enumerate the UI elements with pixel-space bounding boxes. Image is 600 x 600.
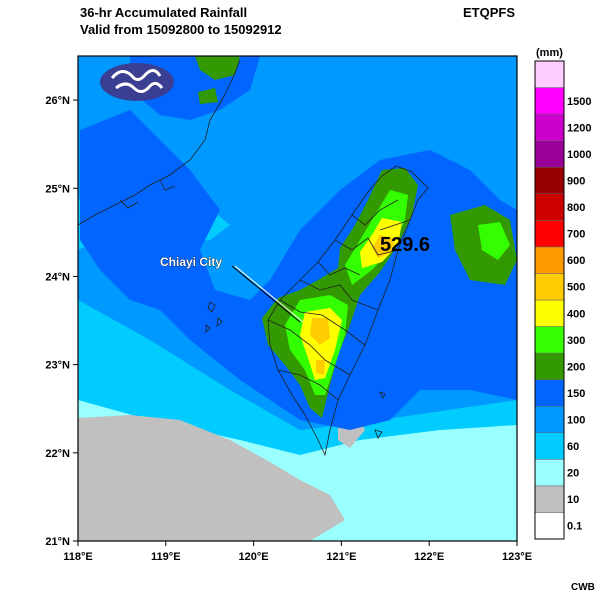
y-tick-label: 23°N (45, 360, 70, 372)
colorbar-swatch (534, 113, 565, 141)
colorbar-swatch (534, 140, 565, 168)
plot-frame (77, 55, 518, 542)
colorbar-label: 0.1 (567, 521, 582, 533)
rain-patch (198, 88, 218, 104)
colorbar-swatch (534, 193, 565, 221)
colorbar-swatch (534, 273, 565, 301)
colorbar-swatch (534, 246, 565, 274)
x-tick-label: 119°E (151, 551, 180, 563)
colorbar-swatch (534, 485, 565, 513)
x-tick-label: 121°E (326, 551, 356, 563)
city-label: Chiayi City (160, 255, 222, 269)
colorbar-label: 200 (567, 361, 585, 373)
y-tick-label: 22°N (45, 448, 70, 460)
colorbar-label: 150 (567, 388, 585, 400)
colorbar-label: 100 (567, 415, 585, 427)
rain-band-10 (78, 415, 345, 541)
rainfall-field (78, 56, 517, 541)
cwb-logo (100, 63, 174, 101)
colorbar-label: 1500 (567, 96, 591, 108)
colorbar-label: 900 (567, 176, 585, 188)
x-axis: 118°E 119°E 120°E 121°E 122°E 123°E (63, 541, 532, 563)
colorbar-swatch (534, 379, 565, 407)
chart-subtitle: Valid from 15092800 to 15092912 (80, 22, 282, 37)
rain-patch (478, 222, 510, 260)
product-name: ETQPFS (463, 5, 516, 20)
colorbar-label: 10 (567, 494, 579, 506)
colorbar-swatch (534, 60, 565, 88)
agency-credit: CWB (571, 582, 595, 593)
y-axis: 21°N 22°N 23°N 24°N 25°N 26°N (45, 95, 78, 548)
colorbar: 0.1 10 20 60 100 150 200 300 400 500 600 700 800 900 1… (534, 60, 591, 540)
x-tick-label: 120°E (239, 551, 269, 563)
colorbar-label: 400 (567, 308, 585, 320)
colorbar-swatch (534, 432, 565, 460)
colorbar-frame (534, 60, 565, 540)
x-tick-label: 123°E (502, 551, 532, 563)
colorbar-label: 500 (567, 282, 585, 294)
colorbar-swatch (534, 512, 565, 540)
x-tick-label: 122°E (414, 551, 444, 563)
y-tick-label: 21°N (45, 536, 70, 548)
colorbar-swatch (534, 459, 565, 487)
max-rainfall-label: 529.6 (380, 234, 430, 256)
colorbar-swatch (534, 220, 565, 248)
colorbar-swatch (534, 299, 565, 327)
rain-band-500-south (310, 318, 330, 345)
colorbar-swatch (534, 405, 565, 434)
colorbar-label: 20 (567, 468, 579, 480)
colorbar-label: 1000 (567, 149, 591, 161)
y-tick-label: 25°N (45, 183, 70, 195)
colorbar-label: 60 (567, 441, 579, 453)
colorbar-swatch (534, 352, 565, 380)
colorbar-swatch (534, 166, 565, 195)
y-tick-label: 26°N (45, 95, 70, 107)
colorbar-label: 800 (567, 202, 585, 214)
chart-title: 36-hr Accumulated Rainfall (80, 5, 248, 20)
city-pointer-line-shadow (234, 265, 304, 323)
rain-patch (316, 360, 325, 375)
colorbar-swatch (534, 87, 565, 115)
y-tick-label: 24°N (45, 271, 70, 283)
colorbar-label: 700 (567, 229, 585, 241)
colorbar-swatch (534, 326, 565, 354)
colorbar-label: 600 (567, 255, 585, 267)
colorbar-label: 300 (567, 335, 585, 347)
rain-band-200-north (195, 56, 240, 80)
colorbar-unit: (mm) (536, 47, 563, 59)
colorbar-label: 1200 (567, 122, 591, 134)
coastline (78, 59, 429, 457)
city-pointer-line (231, 265, 301, 323)
x-tick-label: 118°E (63, 551, 92, 563)
